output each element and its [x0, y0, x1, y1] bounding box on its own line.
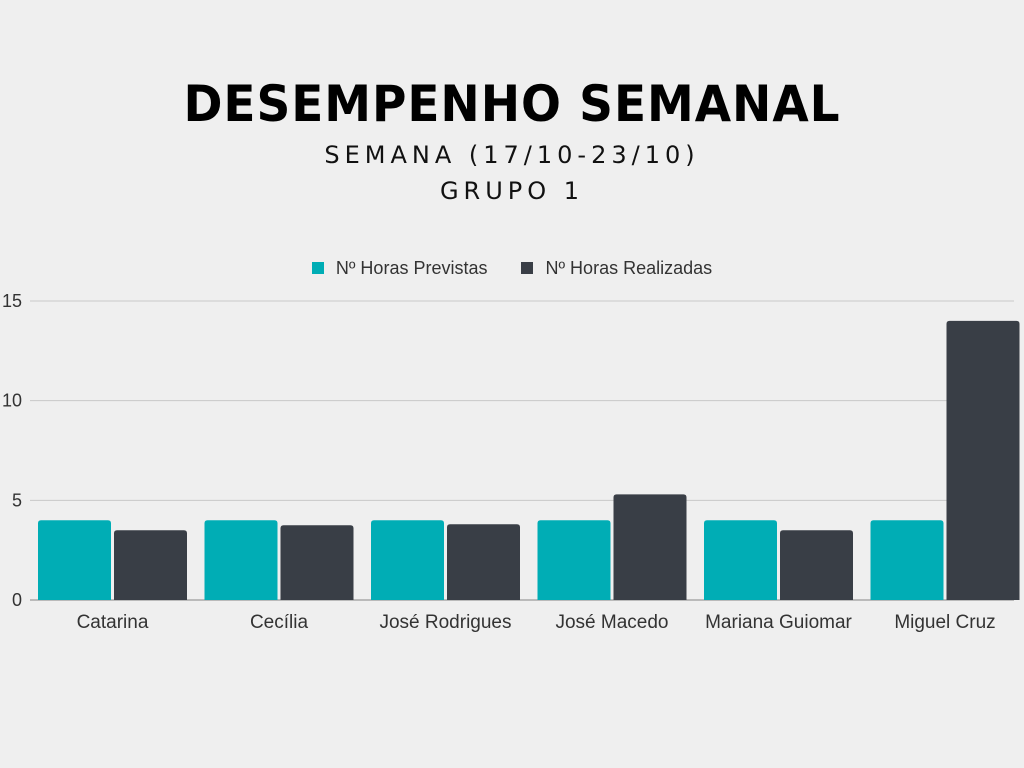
bar-previstas	[537, 520, 611, 600]
chart-subtitle-week: SEMANA (17/10-23/10)	[324, 141, 700, 169]
bar-realizadas	[613, 494, 687, 600]
y-tick-label: 15	[2, 291, 22, 311]
bar-previstas	[38, 520, 111, 600]
y-tick-label: 10	[2, 391, 22, 411]
y-tick-label: 5	[12, 490, 22, 510]
y-tick-label: 0	[12, 590, 22, 610]
chart-title: DESEMPENHO SEMANAL	[183, 75, 841, 133]
bar-realizadas	[447, 524, 520, 600]
legend-label-realizadas: Nº Horas Realizadas	[545, 257, 713, 278]
bar-previstas	[870, 520, 944, 600]
bar-previstas	[204, 520, 278, 600]
chart-subtitle-group: GRUPO 1	[439, 177, 585, 205]
legend-label-previstas: Nº Horas Previstas	[335, 257, 488, 278]
x-category-label: Miguel Cruz	[894, 612, 995, 633]
x-category-label: Mariana Guiomar	[705, 612, 852, 633]
bar-previstas	[371, 520, 444, 600]
legend-item-previstas: Nº Horas Previstas	[311, 257, 488, 279]
legend-swatch-previstas	[311, 262, 324, 274]
legend-item-realizadas: Nº Horas Realizadas	[521, 258, 712, 279]
x-category-label: José Macedo	[555, 612, 668, 633]
bar-realizadas	[946, 320, 1020, 600]
bar-previstas	[704, 520, 777, 600]
bar-realizadas	[114, 530, 187, 600]
bar-realizadas	[280, 525, 354, 600]
bar-realizadas	[780, 530, 853, 600]
x-category-label: Catarina	[77, 612, 149, 633]
x-category-label: Cecília	[250, 612, 309, 633]
x-category-label: José Rodrigues	[379, 612, 511, 633]
legend-swatch-realizadas	[521, 262, 534, 274]
chart-legend: Nº Horas Previstas Nº Horas Realizadas	[0, 255, 1024, 281]
